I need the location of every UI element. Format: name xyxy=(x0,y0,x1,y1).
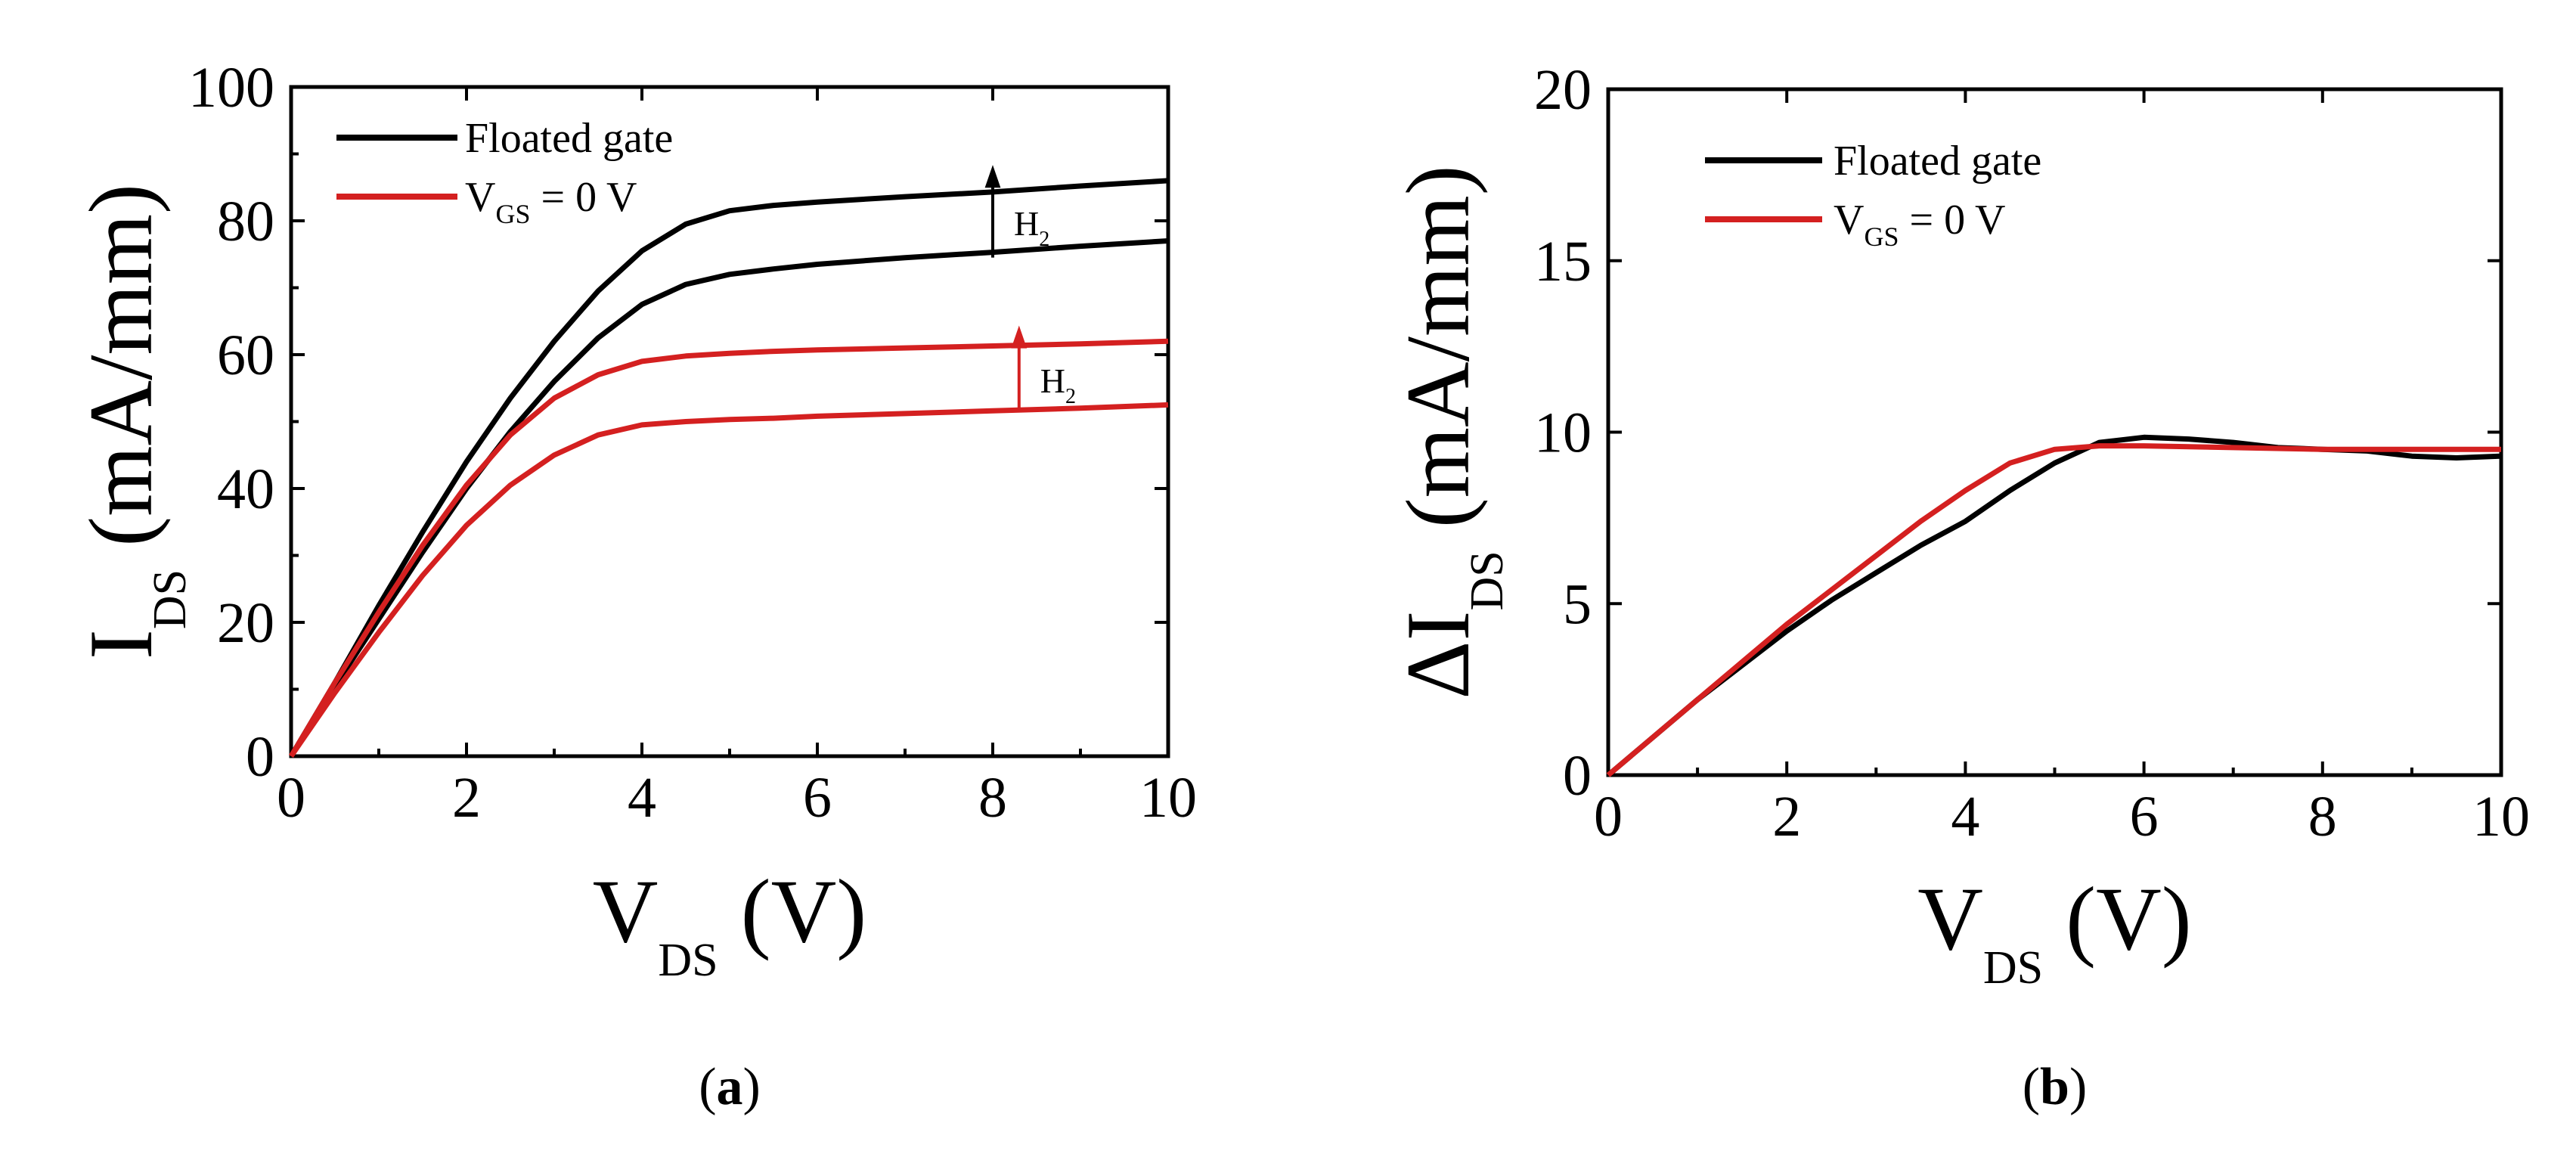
legend-label-rest: = 0 V xyxy=(530,174,637,221)
series-line-4 xyxy=(289,402,1169,758)
panel-label-close: ) xyxy=(2069,1058,2087,1116)
series-line-2 xyxy=(289,238,1169,758)
series-line-1 xyxy=(288,178,1169,758)
x-tick-label: 0 xyxy=(1594,785,1623,848)
series-line-2 xyxy=(1606,443,2501,777)
y-axis-label: ΔIDS (mA/mm) xyxy=(1387,165,1513,699)
panel-label: (b) xyxy=(2023,1058,2088,1116)
y-tick-label: 0 xyxy=(1563,744,1592,808)
plot-frame xyxy=(1606,87,2503,777)
x-tick-label: 8 xyxy=(2308,785,2337,848)
h2-annotation-main: H xyxy=(1014,204,1039,243)
series-line-3 xyxy=(288,338,1169,758)
x-axis-label-unit: (V) xyxy=(2043,868,2192,969)
x-tick-label: 10 xyxy=(2472,785,2530,848)
x-axis-label-sub: DS xyxy=(1983,942,2043,994)
y-tick-label: 80 xyxy=(217,190,274,253)
y-tick-label: 100 xyxy=(188,56,274,119)
x-tick-label: 0 xyxy=(277,766,305,830)
series-line-1 xyxy=(1606,434,2502,777)
x-tick-label: 10 xyxy=(1139,766,1197,830)
x-tick-label: 6 xyxy=(2130,785,2159,848)
x-axis-label-unit: (V) xyxy=(718,861,867,961)
y-tick-label: 10 xyxy=(1534,402,1592,465)
legend-label-sub: GS xyxy=(1864,222,1899,252)
y-axis-label-sub: DS xyxy=(144,569,196,629)
x-tick-label: 8 xyxy=(978,766,1007,830)
y-tick-label: 5 xyxy=(1563,572,1592,636)
y-axis-label: IDS (mA/mm) xyxy=(70,184,196,659)
x-tick-label: 4 xyxy=(628,766,656,830)
x-axis-label-sub: DS xyxy=(658,935,718,986)
h2-annotation-sub: 2 xyxy=(1065,385,1076,408)
h2-annotation-label: H2 xyxy=(1014,204,1049,251)
panel-label-letter: b xyxy=(2040,1058,2069,1116)
legend-label-main: V xyxy=(465,174,495,221)
panel-label-close: ) xyxy=(743,1058,761,1116)
x-tick-label: 4 xyxy=(1951,785,1979,848)
legend-label: Floated gate xyxy=(465,115,673,162)
y-tick-label: 20 xyxy=(1534,58,1592,122)
y-tick-label: 0 xyxy=(246,725,274,789)
panel-label-letter: a xyxy=(717,1058,743,1116)
y-axis-label-main: ΔI xyxy=(1387,611,1488,699)
panel-label-open: ( xyxy=(2023,1058,2040,1116)
h2-arrow-head xyxy=(1011,325,1028,349)
x-tick-label: 2 xyxy=(1772,785,1801,848)
x-tick-label: 2 xyxy=(452,766,481,830)
y-tick-label: 60 xyxy=(217,324,274,387)
legend-label: Floated gate xyxy=(1834,138,2041,185)
legend-label: VGS = 0 V xyxy=(465,174,637,229)
y-axis-label-sub: DS xyxy=(1462,551,1513,610)
h2-annotation-sub: 2 xyxy=(1039,228,1049,251)
legend-label-rest: = 0 V xyxy=(1899,197,2005,243)
h2-arrow-head xyxy=(984,165,1001,188)
legend-label-sub: GS xyxy=(495,199,530,229)
y-tick-label: 40 xyxy=(217,457,274,521)
panel-label-open: ( xyxy=(699,1058,716,1116)
y-tick-label: 20 xyxy=(217,591,274,655)
y-axis-label-unit: (mA/mm) xyxy=(1387,165,1488,551)
y-axis-label-unit: (mA/mm) xyxy=(70,184,171,569)
x-tick-label: 6 xyxy=(803,766,832,830)
x-axis-label: VDS (V) xyxy=(593,861,867,986)
legend-label-main: V xyxy=(1834,197,1864,243)
x-axis-label-main: V xyxy=(593,861,659,961)
h2-annotation-main: H xyxy=(1040,361,1065,400)
y-tick-label: 15 xyxy=(1534,230,1592,293)
x-axis-label-main: V xyxy=(1917,868,1983,969)
y-axis-label-main: I xyxy=(70,629,171,659)
h2-annotation-label: H2 xyxy=(1040,361,1076,408)
x-axis-label: VDS (V) xyxy=(1917,868,2192,994)
legend-label: VGS = 0 V xyxy=(1834,197,2006,252)
panel-label: (a) xyxy=(699,1058,761,1116)
